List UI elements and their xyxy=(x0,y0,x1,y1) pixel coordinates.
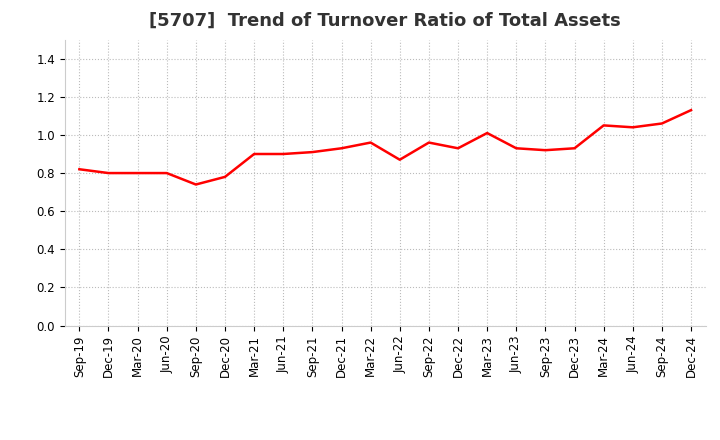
Title: [5707]  Trend of Turnover Ratio of Total Assets: [5707] Trend of Turnover Ratio of Total … xyxy=(149,12,621,30)
